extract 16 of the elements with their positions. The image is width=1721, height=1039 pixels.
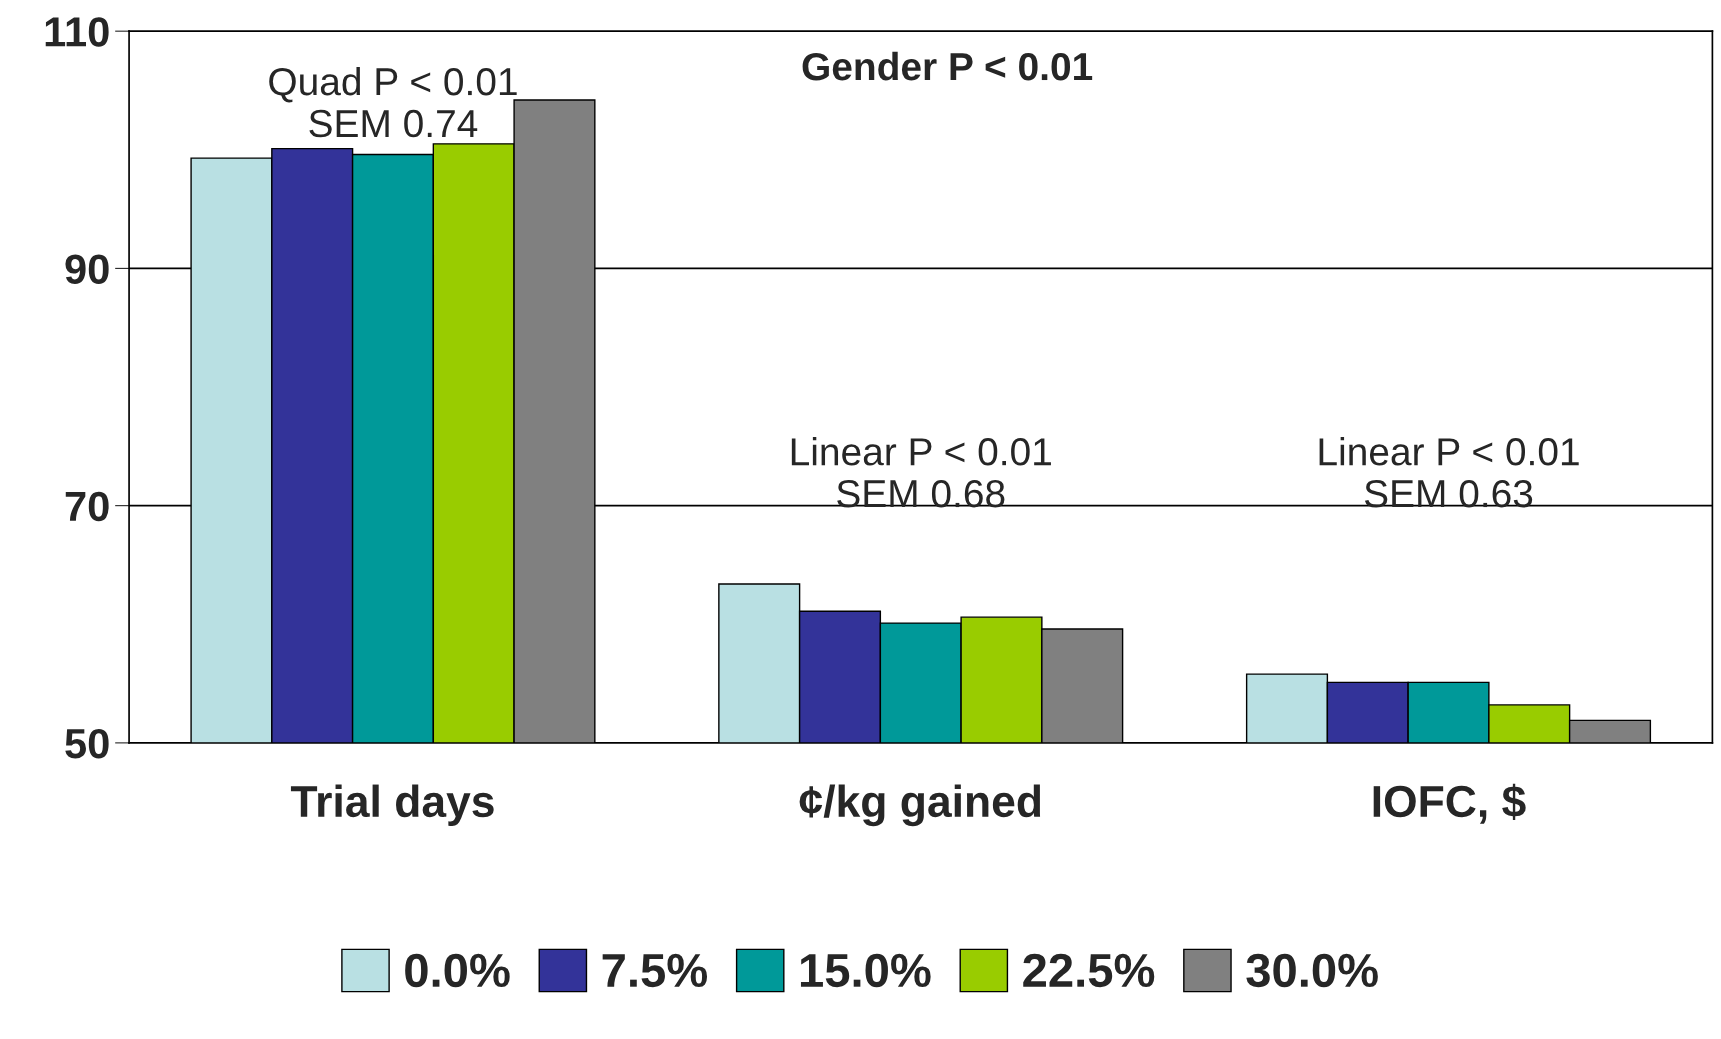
x-tick-label: ¢/kg gained (799, 784, 1041, 827)
y-tick-label: 90 (65, 254, 109, 284)
annotation: Quad P < 0.01 SEM 0.74 (269, 66, 517, 138)
annotation: Gender P < 0.01 (802, 51, 1093, 81)
y-tick-label: 70 (65, 491, 109, 522)
y-tick-label: 50 (65, 728, 109, 759)
legend-label: 22.5% (1023, 953, 1155, 988)
y-tick-label: 110 (45, 17, 109, 47)
legend-label: 15.0% (800, 953, 931, 988)
legend-label: 7.5% (602, 953, 708, 988)
legend-label: 0.0% (405, 953, 510, 988)
x-tick-label: Trial days (290, 784, 494, 826)
legend-label: 30.0% (1246, 953, 1378, 988)
annotation: Linear P < 0.01 SEM 0.63 (1319, 437, 1579, 508)
x-tick-label: IOFC, $ (1373, 783, 1526, 824)
annotation: Linear P < 0.01 SEM 0.68 (791, 437, 1051, 508)
